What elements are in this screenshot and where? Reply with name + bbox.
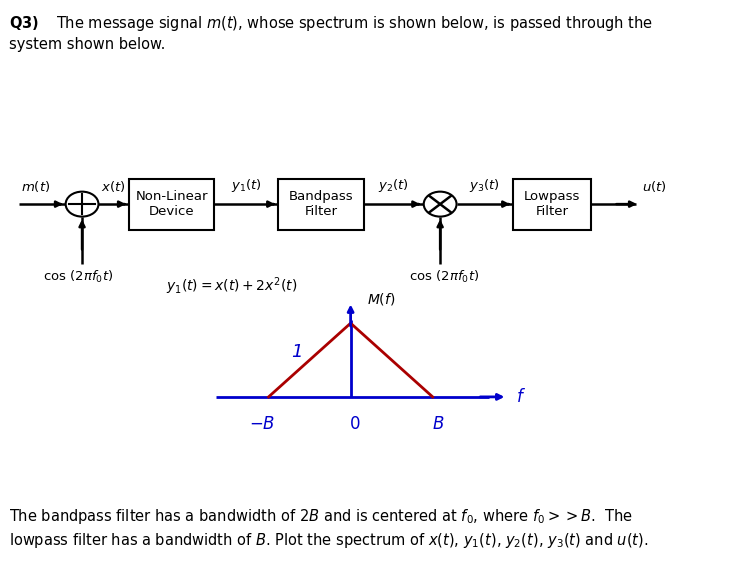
Text: The bandpass filter has a bandwidth of $2B$ and is centered at $f_0$, where $f_0: The bandpass filter has a bandwidth of $… [9, 507, 633, 526]
Text: $y_2(t)$: $y_2(t)$ [378, 177, 409, 194]
FancyBboxPatch shape [513, 179, 592, 230]
Text: $y_3(t)$: $y_3(t)$ [469, 177, 500, 194]
Text: 1: 1 [291, 342, 303, 361]
Text: Lowpass
Filter: Lowpass Filter [524, 190, 580, 218]
Text: $M(f)$: $M(f)$ [367, 291, 395, 307]
FancyBboxPatch shape [278, 179, 364, 230]
Text: $0$: $0$ [348, 415, 360, 433]
Text: $m(t)$: $m(t)$ [21, 179, 50, 194]
Text: system shown below.: system shown below. [9, 37, 166, 52]
Text: Bandpass
Filter: Bandpass Filter [289, 190, 353, 218]
Text: The message signal $\mathit{m}(t)$, whose spectrum is shown below, is passed thr: The message signal $\mathit{m}(t)$, whos… [56, 14, 653, 33]
Text: Non-Linear
Device: Non-Linear Device [135, 190, 208, 218]
Text: $u(t)$: $u(t)$ [642, 179, 667, 194]
Text: $f$: $f$ [516, 388, 526, 406]
Circle shape [66, 192, 98, 217]
Text: $y_1(t)$: $y_1(t)$ [231, 177, 262, 194]
Text: $B$: $B$ [433, 415, 445, 433]
FancyBboxPatch shape [129, 179, 215, 230]
Text: $\mathbf{Q3)}$: $\mathbf{Q3)}$ [9, 14, 39, 32]
Text: $-B$: $-B$ [249, 415, 276, 433]
Text: $x(t)$: $x(t)$ [101, 179, 126, 194]
Text: $y_1(t) = x(t) + 2x^2(t)$: $y_1(t) = x(t) + 2x^2(t)$ [166, 276, 297, 297]
Text: $\cos\,(2\pi f_0 t)$: $\cos\,(2\pi f_0 t)$ [43, 269, 113, 285]
Circle shape [424, 192, 457, 217]
Text: lowpass filter has a bandwidth of $B$. Plot the spectrum of $x(t)$, $y_1(t)$, $y: lowpass filter has a bandwidth of $B$. P… [9, 531, 648, 550]
Text: $\cos\,(2\pi f_0 t)$: $\cos\,(2\pi f_0 t)$ [409, 269, 479, 285]
